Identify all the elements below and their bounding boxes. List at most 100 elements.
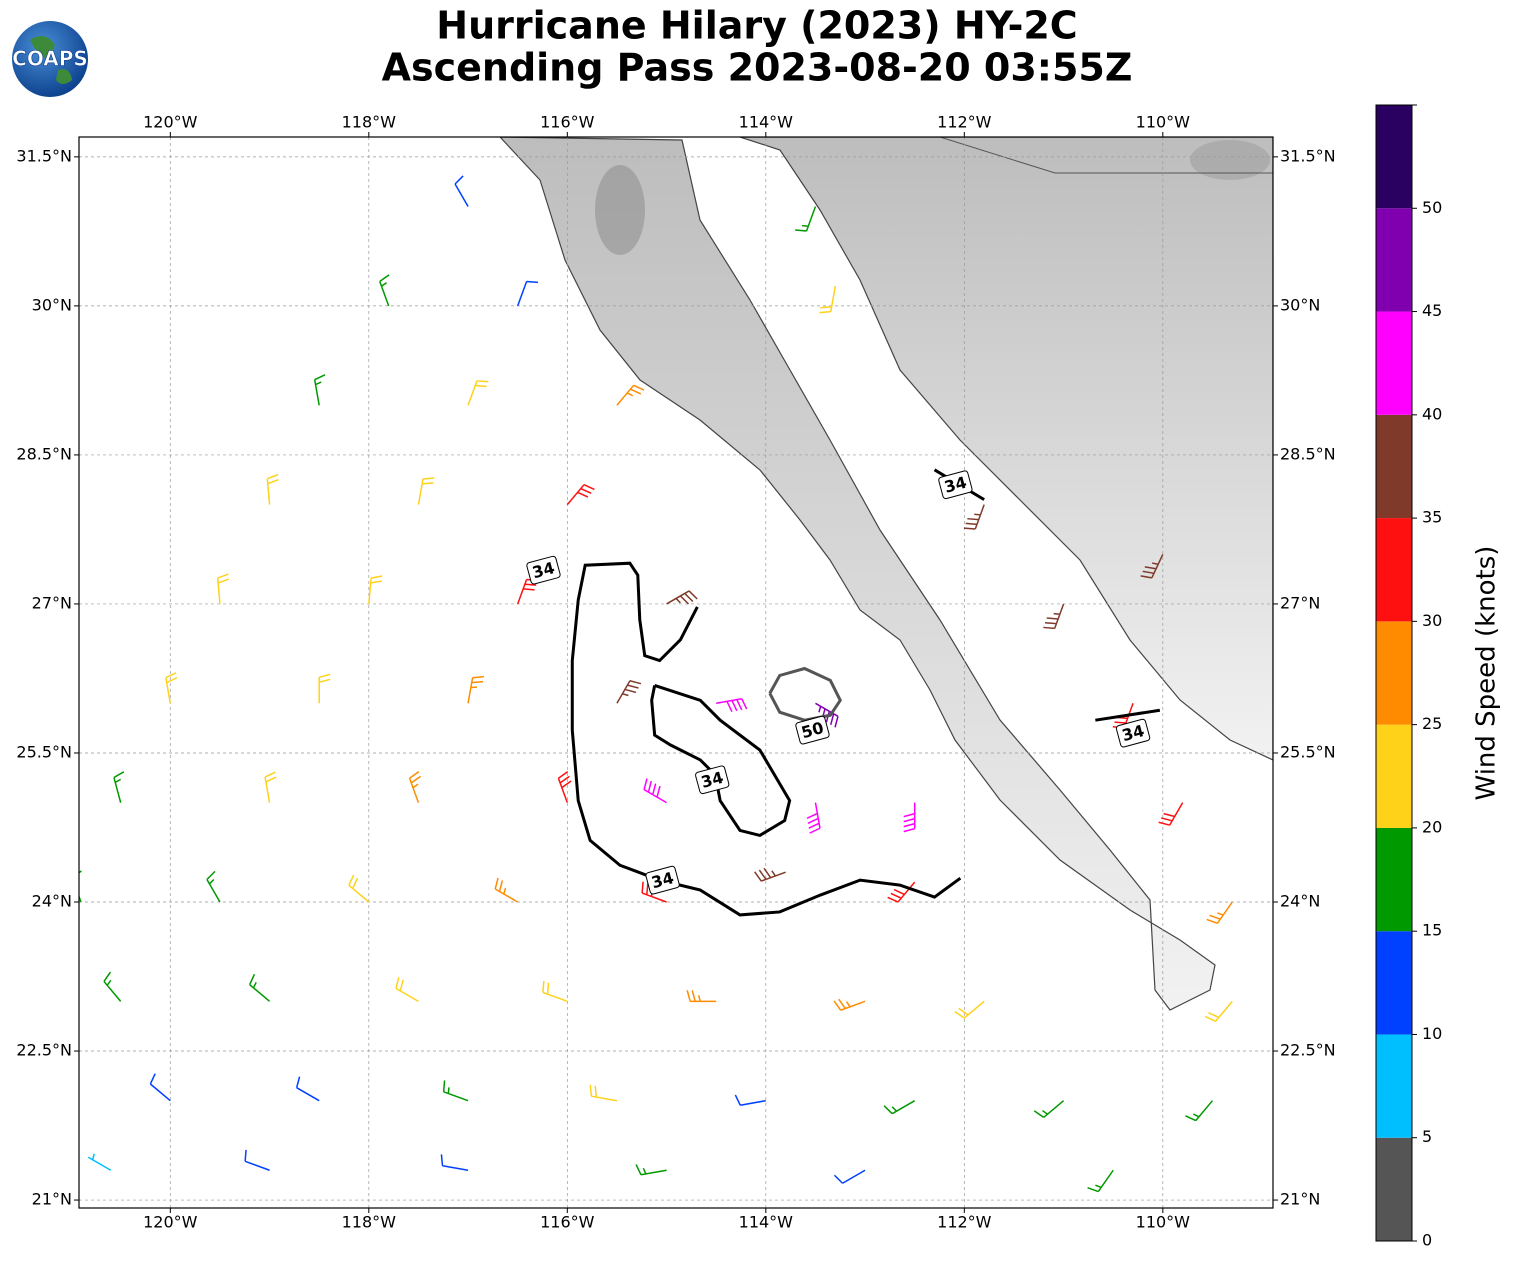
contour-line	[768, 666, 842, 722]
wind-barb	[408, 771, 422, 803]
y-tick-label: 21°N	[1280, 1190, 1320, 1209]
wind-barb	[216, 573, 230, 605]
contour-line	[1095, 708, 1161, 722]
wind-barb	[833, 1169, 866, 1184]
wind-barb	[754, 867, 786, 882]
contour-label: 34	[938, 470, 973, 500]
wind-barb	[313, 374, 326, 406]
wind-barb	[149, 1073, 171, 1102]
wind-barb	[440, 1154, 469, 1171]
wind-barb	[557, 771, 572, 803]
colorbar-swatch	[1376, 311, 1412, 415]
wind-barb	[264, 771, 277, 803]
y-tick-label: 24°N	[32, 892, 72, 911]
contour-line	[650, 683, 792, 838]
terrain	[595, 165, 645, 255]
border	[939, 137, 1273, 174]
contour-label-box	[695, 765, 730, 795]
logo-land	[30, 36, 72, 84]
wind-barb	[379, 274, 390, 307]
x-tick-label: 114°W	[739, 1213, 794, 1232]
wind-barb	[103, 971, 122, 1002]
contour-label: 34	[695, 765, 730, 795]
wind-barb	[1185, 1100, 1214, 1122]
land-mainland	[739, 137, 1273, 761]
wind-barb	[113, 771, 125, 803]
x-tick-label: 120°W	[143, 1213, 198, 1232]
contour-label: 34	[526, 555, 561, 585]
chart-title: Ascending Pass 2023-08-20 03:55Z	[382, 46, 1133, 90]
colorbar-tick-label: 45	[1422, 301, 1442, 320]
wind-barb	[883, 1100, 916, 1115]
wind-barb	[616, 680, 642, 704]
x-tick-label: 114°W	[739, 113, 794, 132]
wind-barb	[1204, 1000, 1233, 1022]
y-tick-label: 31.5°N	[16, 146, 72, 165]
y-tick-label: 24°N	[1280, 892, 1320, 911]
wind-barb	[295, 1076, 320, 1102]
wind-barb	[954, 1000, 985, 1019]
wind-barb	[566, 483, 595, 506]
axes: 120°W 120°W 118°W 118°W 116°W 116°W 114°W 114°W…	[16, 113, 1335, 1232]
colorbar-tick-label: 0	[1422, 1231, 1432, 1250]
colorbar-tick-label: 10	[1422, 1024, 1442, 1043]
y-tick-label: 27°N	[1280, 593, 1320, 612]
wind-barb	[635, 1164, 667, 1176]
colorbar-tick-label: 30	[1422, 611, 1442, 630]
wind-barb	[806, 802, 821, 834]
x-tick-label: 112°W	[937, 1213, 992, 1232]
colorbar-frame	[1375, 104, 1413, 1242]
y-tick-label: 30°N	[1280, 295, 1320, 314]
wind-barb	[589, 1084, 618, 1102]
colorbar-swatch	[1376, 1034, 1412, 1138]
colorbar-swatch	[1376, 1137, 1412, 1241]
wind-barb	[417, 477, 435, 505]
colorbar-swatch	[1376, 827, 1412, 932]
y-tick-label: 28.5°N	[1280, 444, 1336, 463]
contours: 34 34 34 34 34 50	[526, 468, 1161, 917]
wind-barb	[467, 380, 489, 406]
colorbar-tick-label: 20	[1422, 817, 1442, 836]
grid	[79, 137, 1273, 1208]
wind-barb	[686, 990, 717, 1003]
wind-barb	[1158, 802, 1184, 826]
contour-label-box	[526, 555, 561, 585]
x-tick-label: 110°W	[1136, 1213, 1191, 1232]
contour-label-box	[795, 715, 830, 745]
map-frame	[78, 136, 1274, 1209]
colorbar-swatch	[1376, 518, 1412, 622]
wind-barb	[248, 973, 271, 1002]
wind-barb	[1087, 1169, 1114, 1193]
contour-label: 50	[795, 715, 830, 745]
colorbar-swatch	[1376, 208, 1412, 312]
wind-barb	[494, 877, 519, 903]
colorbar-label: Wind Speed (knots)	[1472, 546, 1502, 801]
wind-barb	[266, 474, 279, 505]
wind-barb	[348, 874, 370, 903]
colorbar-swatch	[1376, 931, 1412, 1035]
wind-barb	[1206, 901, 1233, 925]
wind-barb	[1140, 553, 1164, 579]
y-tick-label: 30°N	[32, 295, 72, 314]
wind-barbs	[79, 175, 1233, 1193]
colorbar-swatch	[1376, 105, 1412, 209]
wind-barb	[819, 285, 837, 314]
contour-label: 34	[1115, 718, 1151, 748]
wind-barb	[542, 981, 568, 1003]
x-tick-label: 118°W	[342, 113, 397, 132]
colorbar-swatch	[1376, 621, 1412, 725]
wind-barb	[903, 802, 916, 833]
land-baja	[499, 137, 1216, 1011]
y-tick-label: 22.5°N	[1280, 1041, 1336, 1060]
wind-barb	[368, 575, 383, 605]
wind-barb	[206, 870, 221, 903]
colorbar-tick-label: 5	[1422, 1127, 1432, 1146]
contour-label-box	[645, 865, 680, 895]
wind-barb	[887, 881, 916, 903]
colorbar-tick-label: 50	[1422, 198, 1442, 217]
wind-barb	[666, 590, 698, 605]
chart-title: Hurricane Hilary (2023) HY-2C	[436, 4, 1077, 48]
colorbar-swatch	[1376, 414, 1412, 519]
wind-barb	[641, 881, 667, 903]
